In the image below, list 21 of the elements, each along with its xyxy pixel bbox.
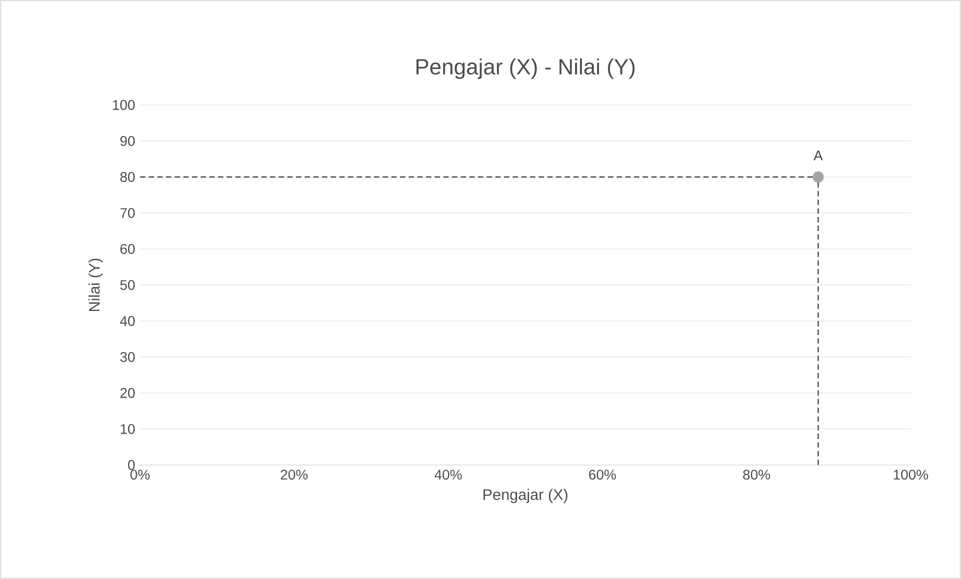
x-tick-label: 100% — [894, 470, 928, 480]
chart-title: Pengajar (X) - Nilai (Y) — [416, 58, 635, 79]
y-tick-label: 10 — [120, 424, 135, 434]
x-tick-label: 80% — [743, 470, 770, 480]
x-tick-label: 60% — [589, 470, 616, 480]
y-tick-label: 0 — [128, 460, 135, 470]
x-tick-label: 0% — [130, 470, 150, 480]
y-tick-label: 90 — [120, 136, 135, 146]
annotation: A — [814, 150, 823, 160]
y-tick-label: 20 — [120, 388, 135, 398]
x-tick-label: 40% — [434, 470, 462, 480]
y-tick-label: 50 — [120, 280, 135, 290]
x-axis-title: Pengajar (X) — [484, 488, 568, 504]
y-tick-label: 70 — [120, 208, 135, 218]
y-tick-label: 100 — [113, 100, 135, 110]
y-tick-label: 40 — [120, 316, 135, 326]
y-tick-label: 30 — [120, 352, 135, 362]
y-tick-label: 60 — [120, 244, 135, 254]
y-tick-label: 80 — [120, 172, 135, 182]
y-axis-title: Nilai (Y) — [88, 258, 103, 312]
x-tick-label: 20% — [280, 470, 308, 480]
